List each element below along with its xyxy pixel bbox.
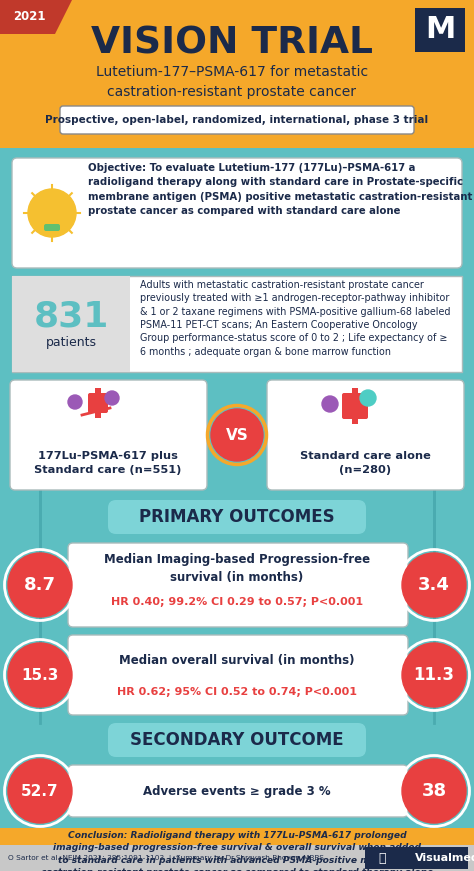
Circle shape: [360, 390, 376, 406]
Circle shape: [402, 553, 466, 617]
Text: Adverse events ≥ grade 3 %: Adverse events ≥ grade 3 %: [143, 785, 331, 798]
FancyBboxPatch shape: [108, 723, 366, 757]
Text: Objective: To evaluate Lutetium-177 (177Lu)–PSMA-617 a
radioligand therapy along: Objective: To evaluate Lutetium-177 (177…: [88, 163, 473, 216]
Circle shape: [8, 643, 72, 707]
FancyBboxPatch shape: [68, 543, 408, 627]
Text: Median overall survival (in months): Median overall survival (in months): [119, 653, 355, 666]
Bar: [0, 148, 474, 820]
Bar: [12, 276, 462, 372]
FancyBboxPatch shape: [108, 500, 366, 534]
FancyBboxPatch shape: [60, 106, 414, 134]
Text: 38: 38: [421, 782, 447, 800]
Text: 2021: 2021: [13, 10, 46, 24]
Circle shape: [322, 396, 338, 412]
Circle shape: [105, 391, 119, 405]
FancyBboxPatch shape: [44, 224, 60, 231]
Bar: [0, 820, 474, 828]
Polygon shape: [0, 0, 72, 34]
FancyBboxPatch shape: [68, 635, 408, 715]
Text: 8.7: 8.7: [24, 576, 56, 594]
Circle shape: [68, 395, 82, 409]
Text: HR 0.40; 99.2% CI 0.29 to 0.57; P<0.001: HR 0.40; 99.2% CI 0.29 to 0.57; P<0.001: [111, 597, 363, 607]
Text: 177Lu-PSMA-617 plus
Standard care (n=551): 177Lu-PSMA-617 plus Standard care (n=551…: [34, 451, 182, 475]
Circle shape: [8, 553, 72, 617]
FancyBboxPatch shape: [10, 380, 207, 490]
Circle shape: [28, 189, 76, 237]
Text: 52.7: 52.7: [21, 784, 59, 799]
FancyBboxPatch shape: [88, 393, 108, 413]
Text: Visualmed: Visualmed: [415, 853, 474, 863]
Text: Adults with metastatic castration-resistant prostate cancer
previously treated w: Adults with metastatic castration-resist…: [140, 280, 450, 357]
Text: Prospective, open-label, randomized, international, phase 3 trial: Prospective, open-label, randomized, int…: [46, 115, 428, 125]
Bar: [352, 388, 358, 424]
Bar: [12, 276, 130, 372]
Text: Standard care alone
(n=280): Standard care alone (n=280): [300, 451, 430, 475]
Text: 3.4: 3.4: [418, 576, 450, 594]
Text: PRIMARY OUTCOMES: PRIMARY OUTCOMES: [139, 508, 335, 526]
Text: Conclusion: Radioligand therapy with 177Lu-PSMA-617 prolonged
imaging-based prog: Conclusion: Radioligand therapy with 177…: [41, 831, 433, 871]
Text: HR 0.62; 95% CI 0.52 to 0.74; P<0.001: HR 0.62; 95% CI 0.52 to 0.74; P<0.001: [117, 687, 357, 697]
Bar: [0, 845, 474, 871]
Text: patients: patients: [46, 335, 97, 348]
Circle shape: [402, 643, 466, 707]
Circle shape: [8, 759, 72, 823]
Bar: [0, 845, 474, 871]
Text: 15.3: 15.3: [21, 667, 59, 683]
Text: M: M: [425, 16, 455, 44]
FancyBboxPatch shape: [342, 393, 368, 419]
Text: Median Imaging-based Progression-free
survival (in months): Median Imaging-based Progression-free su…: [104, 552, 370, 584]
Text: VISION TRIAL: VISION TRIAL: [91, 26, 373, 62]
Text: SECONDARY OUTCOME: SECONDARY OUTCOME: [130, 731, 344, 749]
Bar: [0, 0, 474, 148]
Bar: [95, 388, 101, 418]
Bar: [0, 828, 474, 871]
FancyBboxPatch shape: [12, 158, 462, 268]
Text: VS: VS: [226, 428, 248, 442]
Bar: [365, 847, 468, 869]
Text: 11.3: 11.3: [413, 666, 455, 684]
Circle shape: [211, 409, 263, 461]
Text: 831: 831: [33, 299, 109, 333]
FancyBboxPatch shape: [267, 380, 464, 490]
Circle shape: [36, 197, 68, 229]
Text: O Sartor et al. NEJM 2021; 385:1091-1103  |  Summary by Dr.Shreyash Bhoyar, MBBS: O Sartor et al. NEJM 2021; 385:1091-1103…: [8, 854, 324, 861]
FancyBboxPatch shape: [68, 765, 408, 817]
Text: ⓜ: ⓜ: [378, 852, 385, 865]
Bar: [415, 8, 465, 52]
Text: Lutetium-177–PSMA-617 for metastatic
castration-resistant prostate cancer: Lutetium-177–PSMA-617 for metastatic cas…: [96, 65, 368, 98]
Circle shape: [402, 759, 466, 823]
